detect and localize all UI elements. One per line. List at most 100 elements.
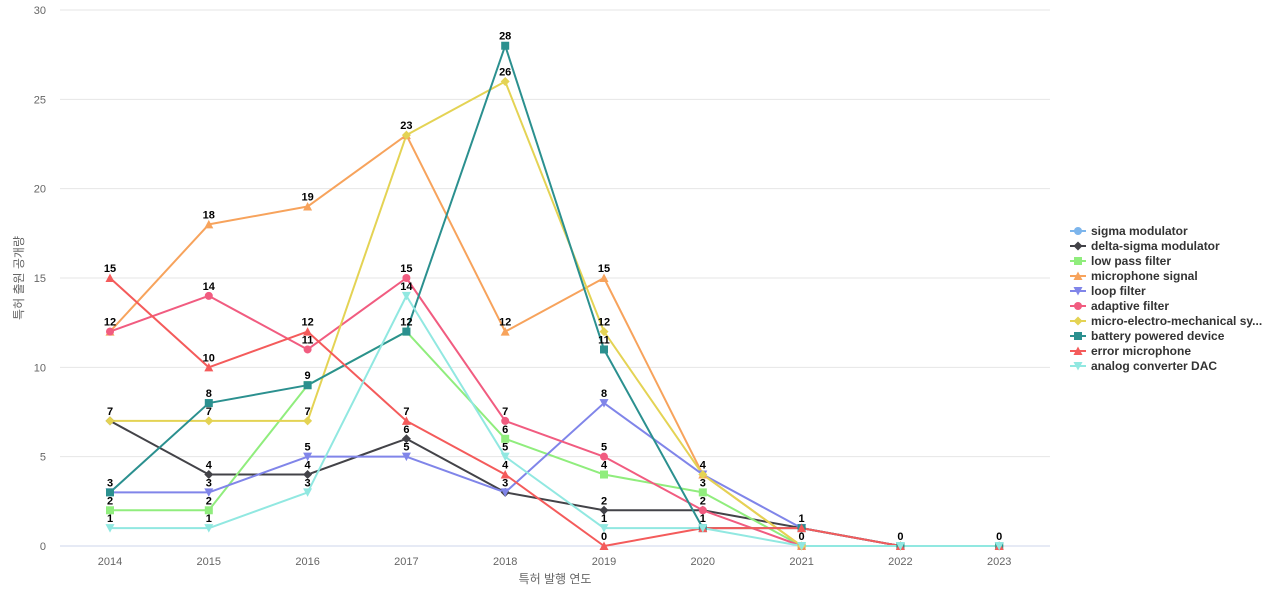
data-point-micro-electro-mechanical-sy (105, 416, 115, 426)
legend-item-battery-powered-device[interactable]: battery powered device (1070, 329, 1225, 343)
data-label: 3 (700, 477, 706, 489)
data-point-delta-sigma-modulator (401, 434, 411, 444)
data-point-analog-converter-dac (599, 524, 609, 533)
y-tick-label: 20 (34, 184, 46, 196)
data-point-delta-sigma-modulator (204, 470, 214, 480)
legend-symbol (1073, 362, 1083, 371)
data-label: 11 (302, 334, 314, 346)
legend-item-error-microphone[interactable]: error microphone (1070, 344, 1191, 358)
legend-symbol (1074, 332, 1082, 340)
data-point-low-pass-filter (204, 506, 213, 515)
data-label: 1 (601, 513, 607, 525)
data-point-error-microphone (599, 541, 609, 550)
data-point-micro-electro-mechanical-sy (204, 416, 214, 426)
data-label: 5 (403, 442, 409, 454)
data-label: 4 (206, 460, 213, 472)
x-axis-ticks: 2014 2015 2016 2017 2018 2019 2020 2021 2022 2023 (98, 556, 1012, 568)
data-label: 2 (206, 495, 212, 507)
data-label: 14 (400, 281, 413, 293)
legend-item-analog-converter-dac[interactable]: analog converter DAC (1070, 359, 1217, 373)
legend-symbol (1073, 287, 1083, 296)
legend-label: microphone signal (1091, 269, 1198, 283)
data-label: 10 (203, 352, 215, 364)
data-point-error-microphone (105, 273, 115, 282)
data-label: 2 (700, 495, 706, 507)
data-label: 11 (598, 334, 610, 346)
data-label: 14 (203, 281, 216, 293)
data-label: 19 (301, 192, 313, 204)
data-point-battery-powered-device (501, 41, 510, 50)
legend-label: micro-electro-mechanical sy... (1091, 314, 1262, 328)
data-label: 2 (107, 495, 113, 507)
grid-lines (60, 9, 1050, 547)
data-point-micro-electro-mechanical-sy (698, 470, 708, 480)
x-tick-label: 2016 (295, 556, 319, 568)
data-label: 15 (104, 263, 116, 275)
data-label: 12 (400, 317, 412, 329)
x-tick-label: 2023 (987, 556, 1011, 568)
data-label: 1 (799, 513, 805, 525)
x-tick-label: 2022 (888, 556, 912, 568)
data-label: 7 (206, 406, 212, 418)
legend-item-delta-sigma-modulator[interactable]: delta-sigma modulator (1070, 239, 1220, 253)
data-point-error-microphone (500, 470, 510, 479)
y-tick-label: 5 (40, 452, 46, 464)
series-line-adaptive-filter (109, 277, 1000, 547)
legend-item-micro-electro-mechanical-sy[interactable]: micro-electro-mechanical sy... (1070, 314, 1262, 328)
data-label: 12 (499, 317, 511, 329)
data-point-battery-powered-device (402, 327, 411, 336)
data-point-loop-filter (599, 399, 609, 408)
y-tick-label: 30 (34, 5, 46, 17)
data-point-analog-converter-dac (401, 291, 411, 301)
data-label: 7 (502, 406, 508, 418)
x-tick-label: 2020 (691, 556, 715, 568)
data-label: 12 (598, 317, 610, 329)
legend-item-low-pass-filter[interactable]: low pass filter (1070, 254, 1171, 268)
data-label: 4 (700, 460, 707, 472)
legend-item-loop-filter[interactable]: loop filter (1070, 284, 1146, 298)
legend-label: battery powered device (1091, 329, 1225, 343)
legend-item-sigma-modulator[interactable]: sigma modulator (1070, 224, 1188, 238)
data-point-adaptive-filter (303, 345, 312, 354)
legend-item-adaptive-filter[interactable]: adaptive filter (1070, 299, 1169, 313)
x-tick-label: 2015 (197, 556, 221, 568)
data-label: 2 (601, 495, 607, 507)
data-point-micro-electro-mechanical-sy (401, 130, 411, 140)
data-point-adaptive-filter (600, 452, 608, 461)
y-tick-label: 0 (40, 541, 46, 553)
data-label: 6 (502, 424, 508, 436)
legend-symbol (1074, 257, 1082, 265)
data-label: 4 (305, 460, 312, 472)
data-point-analog-converter-dac (797, 542, 807, 551)
data-point-low-pass-filter (600, 470, 608, 479)
data-point-battery-powered-device (204, 399, 213, 408)
data-label: 4 (502, 460, 509, 472)
data-point-error-microphone (401, 416, 411, 425)
data-point-delta-sigma-modulator (599, 505, 609, 515)
data-label: 7 (403, 406, 409, 418)
data-point-micro-electro-mechanical-sy (500, 76, 510, 86)
x-tick-label: 2017 (394, 556, 418, 568)
y-tick-label: 15 (34, 273, 46, 285)
legend-label: low pass filter (1091, 254, 1171, 268)
data-point-low-pass-filter (501, 434, 510, 443)
legend-symbol (1073, 316, 1083, 326)
data-point-micro-electro-mechanical-sy (303, 416, 313, 426)
data-label: 3 (206, 477, 212, 489)
data-point-error-microphone (303, 327, 313, 336)
series-line-error-microphone (109, 277, 1000, 547)
legend-item-microphone-signal[interactable]: microphone signal (1070, 269, 1198, 283)
series-line-battery-powered-device (109, 44, 1000, 547)
data-label: 9 (305, 370, 311, 382)
data-label: 6 (403, 424, 409, 436)
y-tick-label: 10 (34, 362, 46, 374)
data-label: 7 (107, 406, 113, 418)
legend-symbol (1074, 227, 1082, 235)
data-label: 12 (104, 317, 116, 329)
data-point-analog-converter-dac (994, 542, 1004, 551)
x-tick-label: 2014 (98, 556, 122, 568)
data-labels: 1512732118141087432119121197543231514127… (104, 31, 1002, 543)
data-point-microphone-signal (599, 273, 609, 282)
x-tick-label: 2018 (493, 556, 517, 568)
